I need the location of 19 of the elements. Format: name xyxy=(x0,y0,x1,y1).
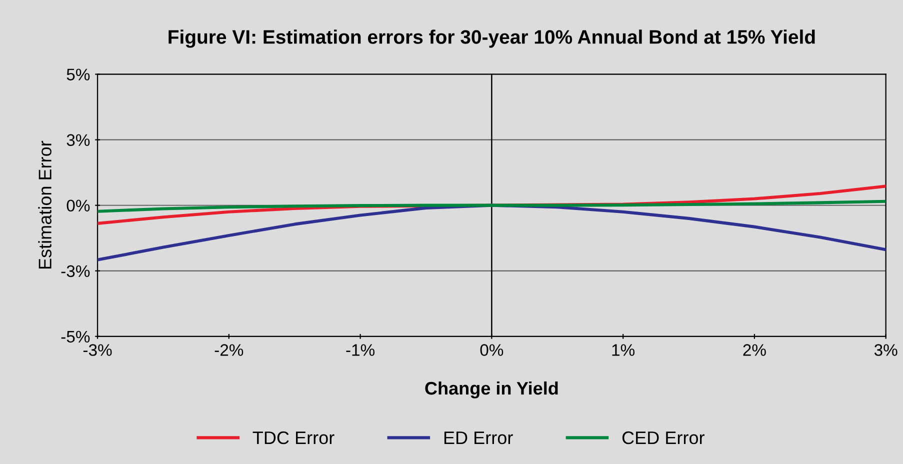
y-axis-title: Estimation Error xyxy=(38,140,52,269)
legend-label: CED Error xyxy=(622,431,704,444)
x-tick-label: 3% xyxy=(874,344,898,356)
x-tick-label: 2% xyxy=(743,344,766,356)
legend-label: ED Error xyxy=(444,432,513,444)
x-axis-title: Change in Yield xyxy=(425,381,558,398)
y-tick-label: -3% xyxy=(61,265,90,278)
x-tick-label: -1% xyxy=(346,344,375,356)
line-series xyxy=(98,200,886,213)
x-tick-label: 0% xyxy=(480,344,504,356)
y-tick-label: 3% xyxy=(66,134,90,146)
y-tick-label: 5% xyxy=(66,68,90,80)
y-tick-label: -5% xyxy=(61,330,90,343)
x-tick-label: 1% xyxy=(612,344,635,356)
legend-label: TDC Error xyxy=(252,431,334,444)
x-tick-label: -3% xyxy=(83,344,112,356)
y-tick-label: 0% xyxy=(66,200,90,212)
chart-title: Figure VI: Estimation errors for 30-year 10% Annual Bond at 15% Yield xyxy=(168,30,815,48)
x-tick-label: -2% xyxy=(214,344,244,356)
